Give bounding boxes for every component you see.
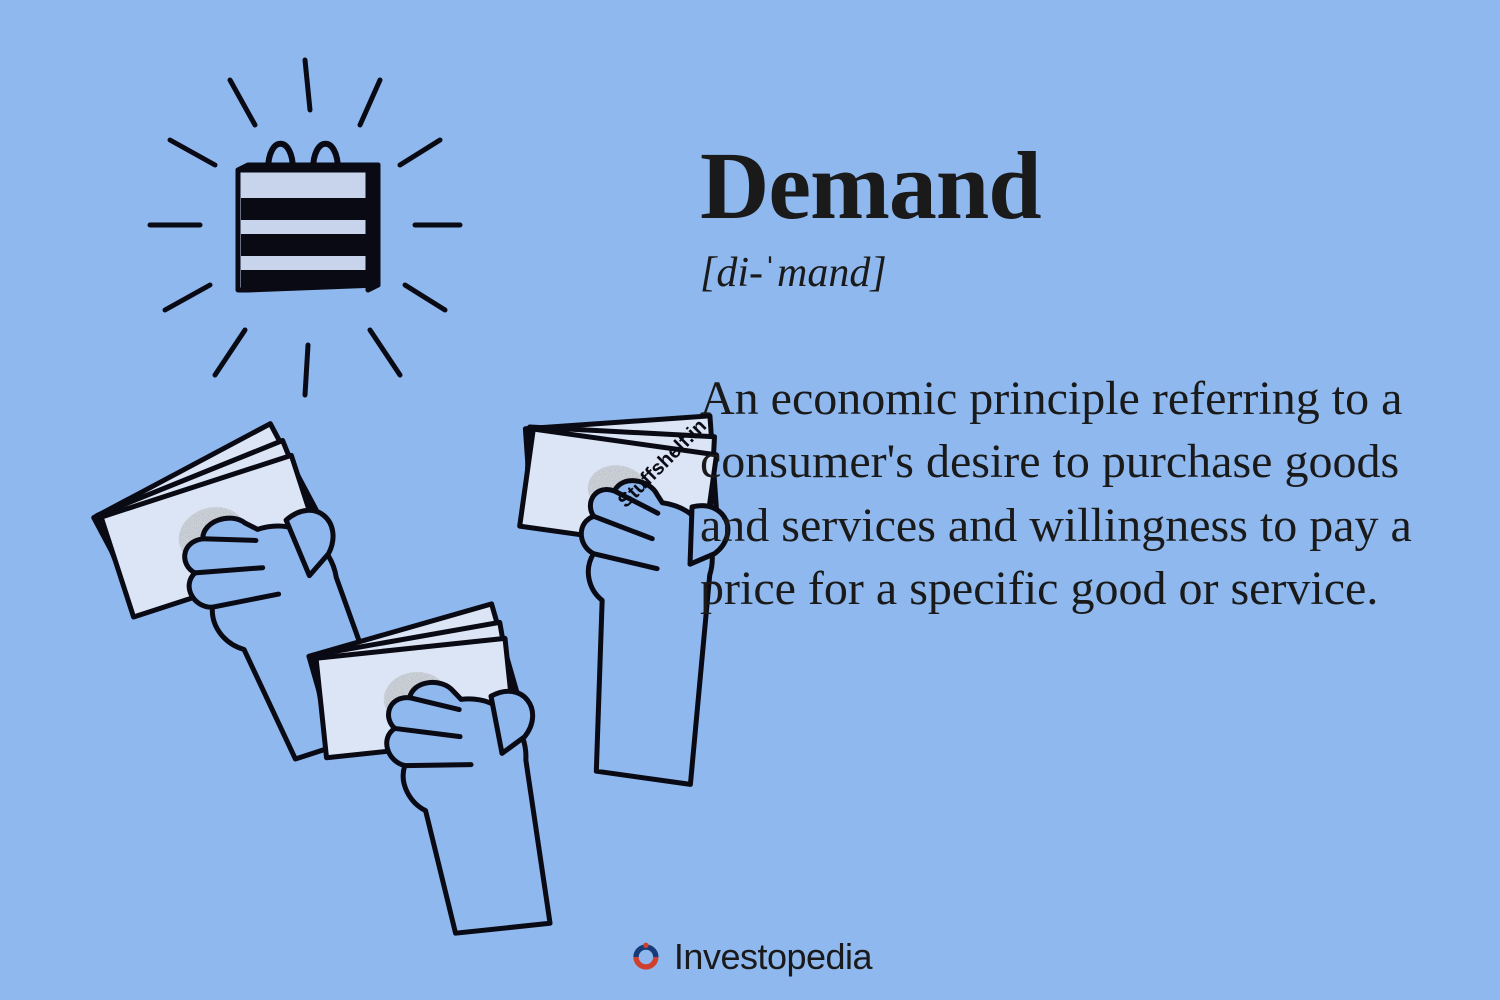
definition-block: Demand [di-ˈmand] An economic principle … bbox=[700, 130, 1420, 620]
illustration-svg bbox=[0, 0, 780, 1000]
term-definition: An economic principle referring to a con… bbox=[700, 367, 1420, 620]
term-title: Demand bbox=[700, 130, 1420, 241]
infographic-canvas: Demand [di-ˈmand] An economic principle … bbox=[0, 0, 1500, 1000]
shopping-bag-icon bbox=[238, 144, 378, 290]
brand-logo-icon bbox=[628, 939, 664, 975]
term-pronunciation: [di-ˈmand] bbox=[700, 249, 1420, 297]
brand-name: Investopedia bbox=[674, 936, 872, 978]
brand-footer: Investopedia bbox=[628, 936, 872, 978]
hand-cash-middle bbox=[305, 601, 554, 946]
